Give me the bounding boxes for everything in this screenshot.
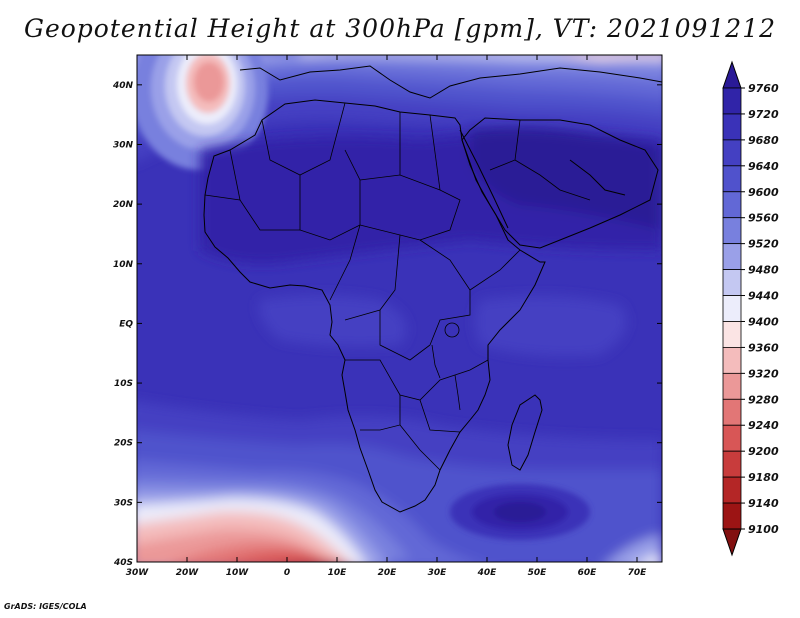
colorbar-swatch [722,295,742,322]
map-frame: 30W 20W 10W 0 10E 20E 30E 40E 50E 60E 70E 40N 30N 20… [112,54,663,578]
y-tick-label: EQ [119,319,133,329]
colorbar-swatch [722,191,742,219]
colorbar-swatch [722,502,742,530]
colorbar-label: 9600 [748,186,779,199]
colorbar-label: 9320 [748,367,779,380]
europe-coastline [239,65,662,99]
colorbar: 9760 9720 9680 9640 9600 9560 9520 9480 9440 9400… [722,60,779,557]
x-tick-label: 20E [378,568,398,578]
x-tick-label: 40E [477,568,498,578]
colorbar-swatch [722,113,742,141]
x-tick-label: 30E [428,568,448,578]
colorbar-swatch [722,321,742,348]
colorbar-label: 9200 [748,445,779,458]
colorbar-label: 9100 [748,523,779,536]
tropics-bands [200,127,662,357]
colorbar-swatch [722,476,742,504]
x-tick-label: 70E [628,568,648,578]
colorbar-label: 9560 [748,212,779,225]
colorbar-swatch [722,165,742,193]
lake-tanganyika [431,344,441,379]
colorbar-label: 9180 [748,471,779,484]
country-borders [204,102,591,471]
colorbar-label: 9760 [748,82,779,95]
y-ticks: 40N 30N 20N 10N EQ 10S 20S 30S 40S [112,81,662,568]
colorbar-label: 9280 [748,393,779,406]
colorbar-swatch [722,139,742,167]
colorbar-bottom-arrow [722,528,742,557]
colorbar-swatch [722,372,742,400]
y-tick-label: 10S [114,379,133,389]
colorbar-label: 9720 [748,108,779,121]
colorbar-label: 9400 [748,315,779,328]
colorbar-label: 9640 [748,160,779,173]
colorbar-label: 9140 [748,497,779,510]
iberia-low [137,55,268,170]
lake-victoria [444,322,460,338]
north-gradient [137,55,662,162]
y-tick-label: 40S [113,558,133,568]
y-tick-label: 30S [114,498,133,508]
colorbar-label: 9480 [748,264,779,277]
x-tick-label: 60E [578,568,598,578]
madagascar-coastline [507,394,543,471]
x-ticks: 30W 20W 10W 0 10E 20E 30E 40E 50E 60E 70E [126,55,647,578]
colorbar-label: 9680 [748,134,779,147]
y-tick-label: 10N [113,260,134,270]
africa-coastline [203,99,546,513]
y-tick-label: 40N [112,81,134,91]
colorbar-top-arrow [722,60,742,89]
map-title: Geopotential Height at 300hPa [gpm], VT:… [23,14,777,43]
x-tick-label: 10E [328,568,348,578]
y-tick-label: 20S [114,439,133,449]
colorbar-swatch [722,450,742,478]
colorbar-swatch [722,217,742,245]
x-tick-label: 0 [284,568,290,578]
lake-malawi [454,374,461,411]
madagascar-high [450,484,590,540]
persian-gulf-line [569,159,626,196]
colorbar-swatch [722,243,742,270]
x-tick-label: 10W [226,568,250,578]
y-tick-label: 30N [113,140,134,150]
y-tick-label: 20N [113,200,134,210]
red-sea-line [459,129,509,229]
x-tick-label: 20W [176,568,200,578]
colorbar-label: 9520 [748,238,779,251]
colorbar-swatch [722,347,742,374]
height-field [137,55,662,562]
x-tick-label: 30W [126,568,150,578]
colorbar-swatch [722,398,742,426]
x-tick-label: 50E [528,568,548,578]
grads-credit: GrADS: IGES/COLA [4,602,87,611]
colorbar-swatch [722,269,742,296]
colorbar-swatch [722,424,742,452]
colorbar-label: 9240 [748,419,779,432]
colorbar-swatch [722,87,742,115]
colorbar-label: 9440 [748,290,779,303]
lakes [431,322,461,411]
colorbar-label: 9360 [748,341,779,354]
